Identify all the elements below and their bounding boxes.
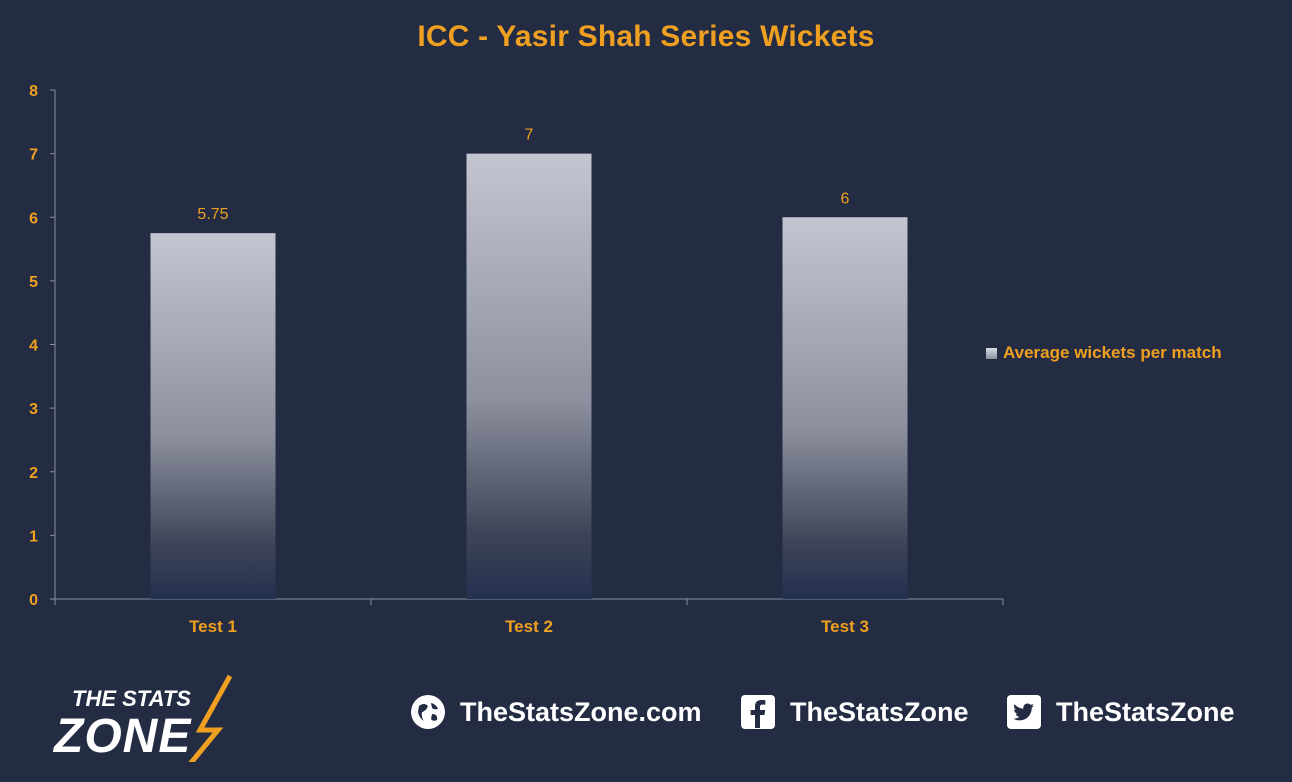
y-tick-label: 6 xyxy=(29,210,38,227)
legend-swatch xyxy=(986,347,997,359)
x-tick-label: Test 2 xyxy=(505,617,553,636)
chart-bars xyxy=(150,153,908,599)
bar-value-label: 6 xyxy=(841,190,850,207)
y-tick-label: 0 xyxy=(29,592,38,609)
website-link[interactable]: TheStatsZone.com xyxy=(410,694,702,730)
bar-value-label: 5.75 xyxy=(197,206,228,223)
chart-legend: Average wickets per match xyxy=(986,343,1222,363)
y-tick-label: 4 xyxy=(29,338,38,355)
logo-bolt-icon xyxy=(188,674,233,762)
y-tick-label: 1 xyxy=(29,528,38,545)
bar xyxy=(782,217,908,599)
legend-label: Average wickets per match xyxy=(1003,343,1222,362)
bar-value-label: 7 xyxy=(525,127,534,144)
bar-chart: 0 1 2 3 4 5 6 7 8 5.75 Test 1 7 Test 2 6 Test 3 xyxy=(29,83,1004,636)
logo-line1: THE STATS xyxy=(72,686,191,711)
facebook-text: TheStatsZone xyxy=(790,696,969,727)
facebook-link[interactable]: TheStatsZone xyxy=(740,694,969,730)
bar xyxy=(150,233,276,599)
twitter-text: TheStatsZone xyxy=(1056,696,1235,727)
logo-line2: ZONE xyxy=(52,710,192,762)
twitter-link[interactable]: TheStatsZone xyxy=(1006,694,1235,730)
y-tick-label: 8 xyxy=(29,83,38,100)
twitter-icon xyxy=(1007,695,1041,729)
y-tick-label: 2 xyxy=(29,465,38,482)
y-tick-label: 7 xyxy=(29,147,38,164)
y-tick-label: 3 xyxy=(29,401,38,418)
chart-labels: 0 1 2 3 4 5 6 7 8 5.75 Test 1 7 Test 2 6 Test 3 xyxy=(29,83,869,636)
x-tick-label: Test 3 xyxy=(821,617,869,636)
the-stats-zone-logo: THE STATS ZONE xyxy=(52,674,233,762)
website-text: TheStatsZone.com xyxy=(460,696,702,727)
chart-title: ICC - Yasir Shah Series Wickets xyxy=(417,20,875,53)
y-tick-label: 5 xyxy=(29,274,38,291)
x-tick-label: Test 1 xyxy=(189,617,237,636)
footer: THE STATS ZONE TheStatsZone.com TheStats… xyxy=(0,660,1292,770)
globe-icon xyxy=(411,695,445,729)
bar xyxy=(466,153,592,599)
facebook-icon xyxy=(741,695,775,729)
